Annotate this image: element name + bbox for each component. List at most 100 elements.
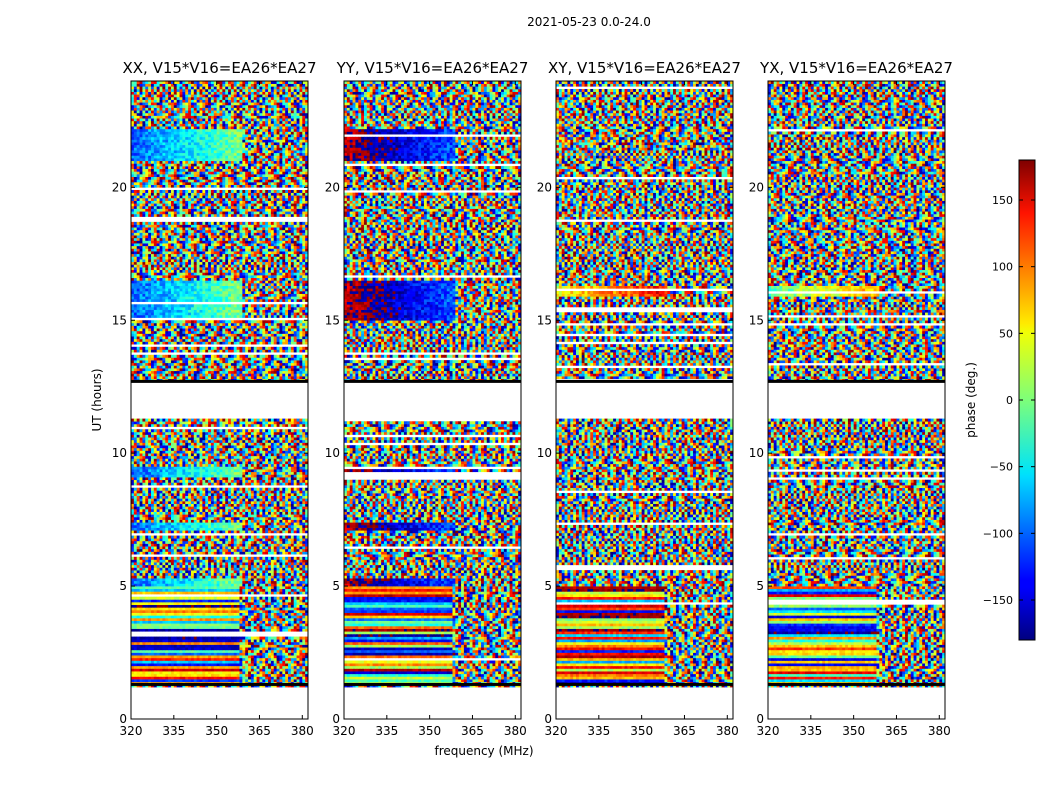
heatmap-cell: [142, 668, 145, 671]
heatmap-cell: [217, 676, 220, 679]
heatmap-cell: [297, 671, 300, 674]
heatmap-cell: [191, 679, 194, 682]
heatmap-cell: [257, 668, 260, 671]
heatmap-cell: [237, 674, 240, 677]
heatmap-cell: [239, 658, 242, 661]
heatmap-cell: [231, 671, 234, 674]
heatmap-cell: [148, 668, 151, 671]
heatmap-cell: [142, 666, 145, 669]
heatmap-cell: [268, 668, 271, 671]
heatmap-cell: [205, 668, 208, 671]
heatmap-cell: [222, 679, 225, 682]
heatmap-cell: [225, 663, 228, 666]
heatmap-cell: [228, 653, 231, 656]
heatmap-cell: [274, 655, 277, 658]
heatmap-cell: [299, 668, 302, 671]
heatmap-cell: [182, 658, 185, 661]
heatmap-cell: [185, 668, 188, 671]
heatmap-cell: [157, 655, 160, 658]
heatmap-cell: [259, 666, 262, 669]
heatmap-cell: [188, 671, 191, 674]
heatmap-cell: [180, 653, 183, 656]
heatmap-cell: [268, 671, 271, 674]
heatmap-cell: [262, 658, 265, 661]
heatmap-cell: [282, 661, 285, 664]
heatmap-cell: [157, 676, 160, 679]
heatmap-cell: [265, 663, 268, 666]
heatmap-cell: [137, 666, 140, 669]
heatmap-cell: [171, 668, 174, 671]
heatmap-cell: [151, 674, 154, 677]
heatmap-cell: [234, 674, 237, 677]
heatmap-cell: [148, 655, 151, 658]
heatmap-cell: [165, 653, 168, 656]
heatmap-cell: [277, 655, 280, 658]
heatmap-cell: [271, 655, 274, 658]
heatmap-cell: [142, 655, 145, 658]
heatmap-cell: [160, 661, 163, 664]
heatmap-cell: [151, 658, 154, 661]
heatmap-cell: [140, 679, 143, 682]
heatmap-cell: [154, 655, 157, 658]
heatmap-cell: [248, 655, 251, 658]
heatmap-cell: [140, 663, 143, 666]
heatmap-cell: [157, 668, 160, 671]
heatmap-cell: [239, 674, 242, 677]
heatmap-cell: [294, 661, 297, 664]
heatmap-cell: [220, 674, 223, 677]
heatmap-cell: [168, 653, 171, 656]
heatmap-cell: [168, 655, 171, 658]
heatmap-cell: [251, 655, 254, 658]
heatmap-cell: [265, 661, 268, 664]
heatmap-cell: [257, 655, 260, 658]
heatmap-cell: [134, 658, 137, 661]
heatmap-cell: [162, 676, 165, 679]
heatmap-cell: [160, 676, 163, 679]
heatmap-cell: [285, 666, 288, 669]
heatmap-cell: [194, 658, 197, 661]
heatmap-cell: [265, 671, 268, 674]
heatmap-cell: [194, 679, 197, 682]
heatmap-cell: [157, 666, 160, 669]
heatmap-cell: [277, 668, 280, 671]
heatmap-cell: [205, 663, 208, 666]
heatmap-cell: [174, 668, 177, 671]
heatmap-cell: [151, 671, 154, 674]
heatmap-cell: [154, 674, 157, 677]
heatmap-cell: [162, 655, 165, 658]
heatmap-cell: [242, 663, 245, 666]
heatmap-cell: [242, 676, 245, 679]
heatmap-cell: [197, 676, 200, 679]
heatmap-cell: [142, 658, 145, 661]
heatmap-cell: [151, 676, 154, 679]
heatmap-cell: [208, 663, 211, 666]
heatmap-cell: [239, 661, 242, 664]
heatmap-cell: [225, 655, 228, 658]
heatmap-cell: [180, 661, 183, 664]
heatmap-cell: [160, 666, 163, 669]
heatmap-cell: [220, 661, 223, 664]
heatmap-cell: [265, 666, 268, 669]
heatmap-cell: [259, 668, 262, 671]
heatmap-cell: [222, 653, 225, 656]
heatmap-cell: [248, 653, 251, 656]
heatmap-cell: [297, 655, 300, 658]
heatmap-cell: [299, 663, 302, 666]
heatmap-cell: [202, 658, 205, 661]
heatmap-cell: [162, 679, 165, 682]
heatmap-cell: [239, 679, 242, 682]
heatmap-cell: [134, 679, 137, 682]
heatmap-cell: [285, 663, 288, 666]
heatmap-cell: [217, 658, 220, 661]
heatmap-cell: [234, 668, 237, 671]
heatmap-cell: [148, 679, 151, 682]
heatmap-cell: [228, 658, 231, 661]
heatmap-cell: [222, 671, 225, 674]
heatmap-cell: [145, 655, 148, 658]
heatmap-cell: [180, 671, 183, 674]
heatmap-cell: [297, 679, 300, 682]
heatmap-cell: [222, 674, 225, 677]
heatmap-cell: [157, 679, 160, 682]
heatmap-cell: [145, 668, 148, 671]
heatmap-cell: [302, 671, 305, 674]
